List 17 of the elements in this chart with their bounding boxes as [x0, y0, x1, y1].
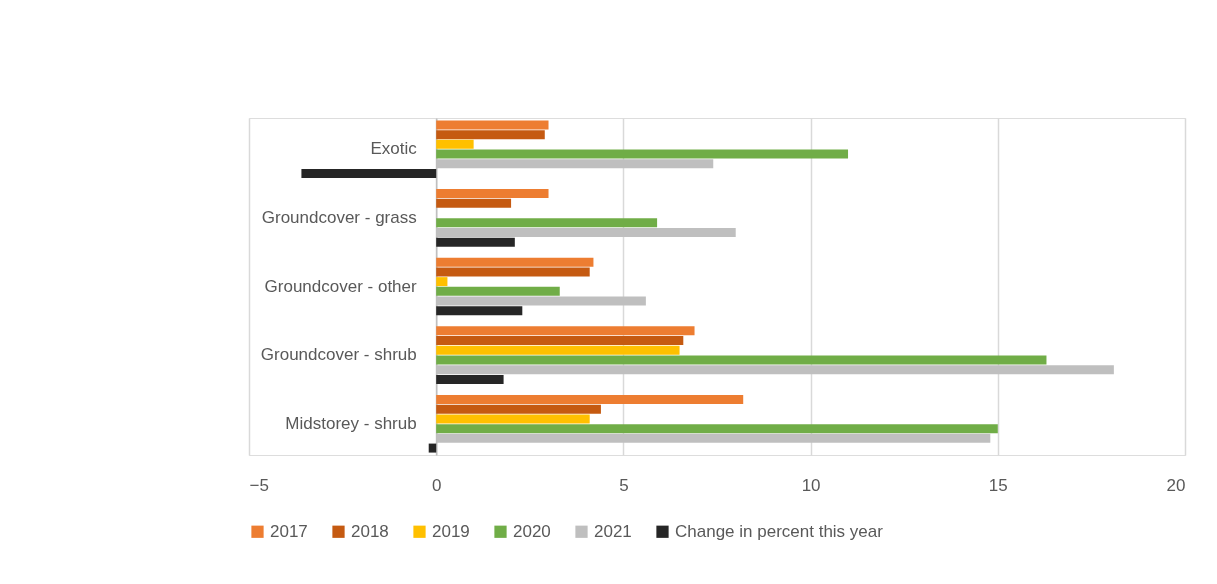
y-tick-label: Exotic	[370, 139, 418, 159]
y-tick-label: Groundcover - shrub	[260, 345, 417, 365]
x-tick-label: 10	[801, 475, 821, 495]
legend-label: 2019	[432, 521, 470, 541]
y-tick-label: Groundcover - other	[264, 276, 418, 296]
x-tick-label: 15	[988, 475, 1008, 495]
legend-label: 2020	[513, 521, 551, 541]
x-tick-label: −5	[249, 475, 269, 495]
legend-label: 2018	[351, 521, 389, 541]
x-tick-label: 0	[431, 475, 442, 495]
x-tick-label: 20	[1166, 475, 1186, 495]
legend-label: Change in percent this year	[675, 521, 884, 541]
legend-label: 2017	[270, 521, 308, 541]
y-tick-label: Midstorey - shrub	[285, 413, 417, 433]
x-tick-label: 5	[619, 475, 629, 495]
legend-label: 2021	[594, 521, 632, 541]
y-tick-label: Groundcover - grass	[261, 207, 417, 227]
